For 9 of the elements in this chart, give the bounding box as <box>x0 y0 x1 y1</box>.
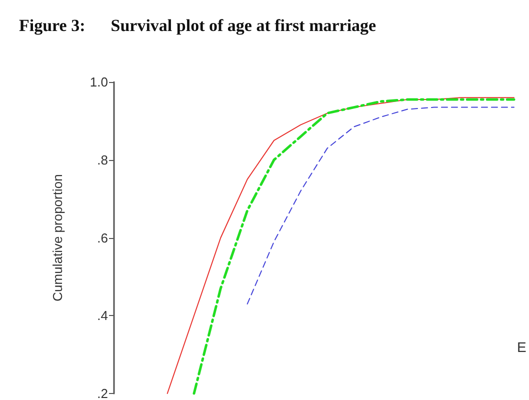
y-tick-label: .6 <box>97 230 108 246</box>
chart-title: Figure 3: Survival plot of age at first marriage <box>19 16 377 35</box>
y-tick-label: .2 <box>97 386 108 400</box>
legend-title: E <box>517 339 526 355</box>
y-axis-title: Cumulative proportion <box>50 174 65 302</box>
line-series <box>246 106 514 304</box>
y-tick-label: .4 <box>97 308 108 324</box>
y-tick-label: 1.0 <box>90 74 108 90</box>
y-tick-label: .8 <box>97 152 108 168</box>
